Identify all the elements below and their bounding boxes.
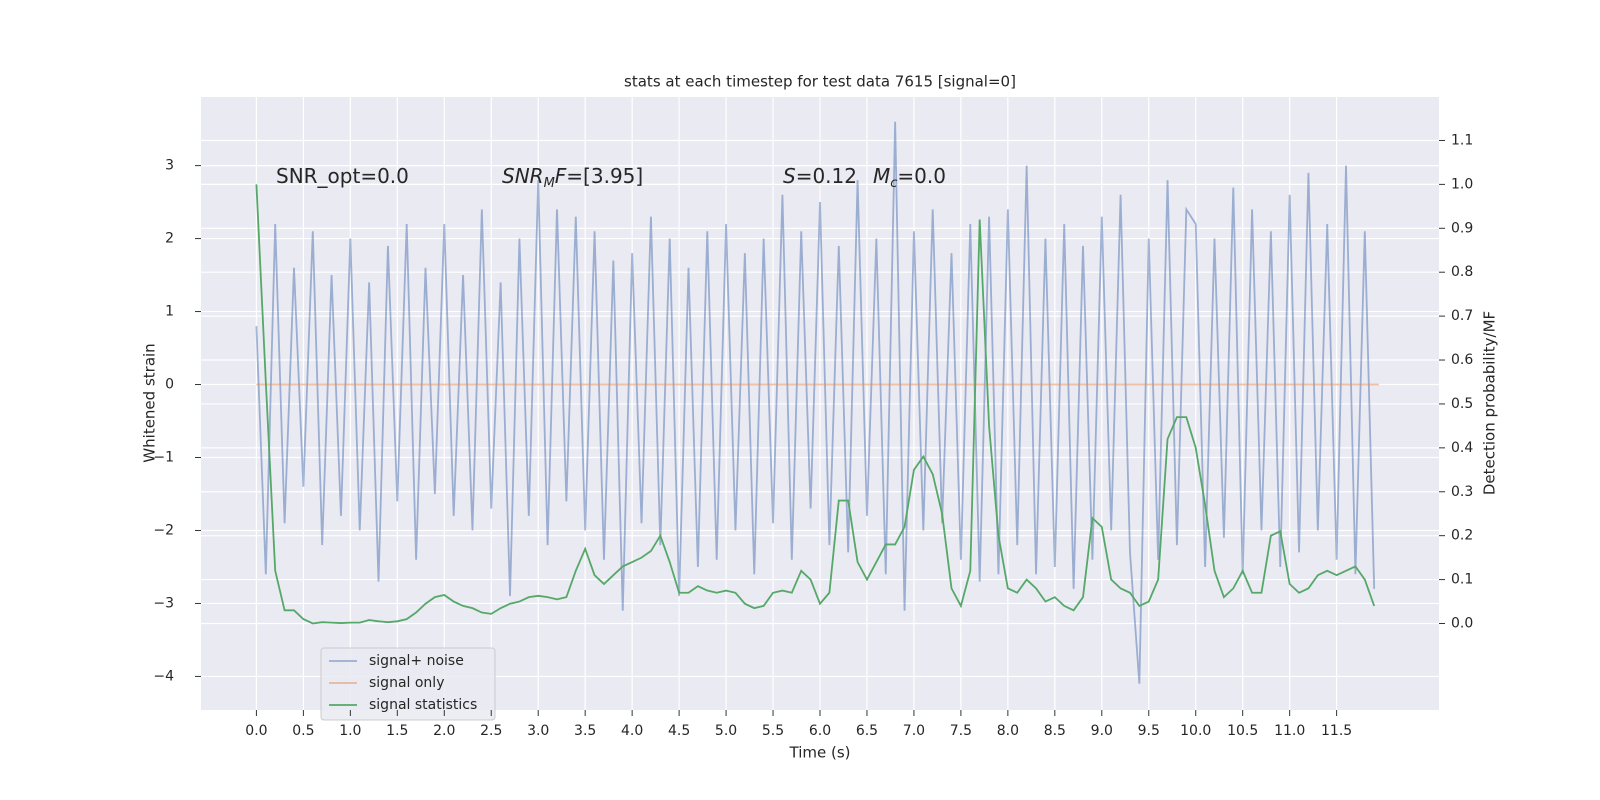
annotation-part: SNR [502,164,544,188]
y2-tick-label: 0.4 [1451,440,1473,456]
annotation: SNRMF=[3.95] [502,164,643,191]
annotation: SNR_opt=0.0 [276,164,409,188]
y-axis-label: Whitened strain [141,343,159,462]
y-tick-label: −1 [153,450,174,466]
x-tick-label: 2.5 [480,723,502,739]
legend-label: signal statistics [369,697,477,713]
y2-axis-label: Detection probability/MF [1481,311,1499,495]
legend-box [320,647,496,721]
y-tick-label: 3 [165,158,174,174]
x-tick-label: 0.0 [245,723,267,739]
y2-tick-label: 1.0 [1451,176,1473,192]
y-tick-label: −2 [153,522,174,538]
annotation-part: F [555,164,567,188]
y-tick-label: −4 [153,668,174,684]
x-tick-label: 8.0 [997,723,1019,739]
series-line [255,121,1376,684]
x-tick-label: 3.5 [574,723,596,739]
x-tick-label: 10.5 [1227,723,1258,739]
y-tick-label: 1 [165,304,174,320]
x-tick-label: 8.5 [1044,723,1066,739]
y2-tick-label: 0.2 [1451,528,1473,544]
x-tick-label: 7.5 [950,723,972,739]
y2-tick-label: 0.7 [1451,308,1473,324]
x-tick-label: 7.0 [903,723,925,739]
annotation-part: M [544,176,555,191]
annotation-part: S [783,164,796,188]
y2-tick-label: 1.1 [1451,132,1473,148]
x-tick-label: 6.5 [856,723,878,739]
x-tick-label: 11.0 [1274,723,1305,739]
series-line [255,184,1376,625]
y2-tick-label: 0.6 [1451,352,1473,368]
x-tick-label: 10.0 [1180,723,1211,739]
y2-tick-label: 0.9 [1451,220,1473,236]
y2-tick-label: 0.3 [1451,484,1473,500]
x-tick-label: 11.5 [1321,723,1352,739]
annotation: S=0.12 Mc=0.0 [783,164,946,191]
annotation-part: c [890,176,897,191]
legend-label: signal only [369,675,444,691]
x-tick-label: 4.0 [621,723,643,739]
annotation-part: =[3.95] [566,164,643,188]
annotation-part: M [873,164,890,188]
annotation-part: =0.12 [796,164,857,188]
x-tick-label: 9.5 [1138,723,1160,739]
x-tick-label: 5.0 [715,723,737,739]
y2-tick-label: 0.5 [1451,396,1473,412]
annotation-part: =0.0 [897,164,946,188]
chart-title: stats at each timestep for test data 761… [624,73,1016,91]
x-tick-label: 1.5 [386,723,408,739]
x-tick-label: 1.0 [339,723,361,739]
annotation-part: SNR_opt=0.0 [276,164,409,188]
legend-label: signal+ noise [369,653,464,669]
y-tick-label: −3 [153,595,174,611]
x-tick-label: 2.0 [433,723,455,739]
x-tick-label: 5.5 [762,723,784,739]
x-tick-label: 4.5 [668,723,690,739]
y-tick-label: 0 [165,377,174,393]
x-tick-label: 9.0 [1091,723,1113,739]
x-tick-label: 0.5 [292,723,314,739]
x-tick-label: 3.0 [527,723,549,739]
x-tick-label: 6.0 [809,723,831,739]
y-tick-label: 2 [165,231,174,247]
y2-tick-label: 0.1 [1451,572,1473,588]
y2-tick-label: 0.0 [1451,615,1473,631]
x-axis-label: Time (s) [789,744,851,762]
y2-tick-label: 0.8 [1451,264,1473,280]
